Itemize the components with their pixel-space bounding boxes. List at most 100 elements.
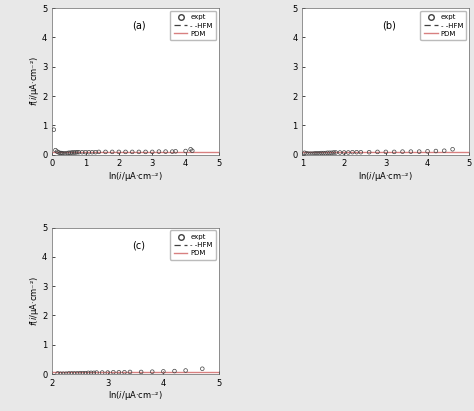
- Point: [65, 370, 73, 377]
- Point: [76, 370, 84, 376]
- Point: [330, 149, 337, 156]
- Point: [172, 148, 179, 155]
- Point: [424, 148, 431, 155]
- Point: [155, 148, 163, 155]
- Point: [75, 149, 82, 155]
- Point: [59, 150, 67, 157]
- Point: [135, 149, 143, 155]
- Point: [57, 150, 64, 156]
- Point: [328, 150, 336, 156]
- Point: [374, 149, 381, 155]
- Point: [92, 149, 100, 155]
- Point: [71, 370, 78, 377]
- Point: [382, 149, 390, 155]
- Point: [399, 148, 406, 155]
- Point: [182, 367, 190, 374]
- Point: [357, 149, 365, 155]
- Point: [67, 150, 74, 156]
- Point: [99, 369, 106, 376]
- Point: [50, 126, 58, 133]
- Legend: expt, - -HFM, PDM: expt, - -HFM, PDM: [170, 11, 216, 40]
- Point: [87, 369, 95, 376]
- Point: [305, 150, 312, 157]
- Point: [326, 150, 333, 156]
- Point: [62, 370, 70, 377]
- Point: [199, 365, 206, 372]
- Point: [142, 149, 149, 155]
- Point: [104, 369, 111, 376]
- Point: [391, 149, 398, 155]
- Point: [332, 149, 339, 156]
- Point: [307, 150, 315, 157]
- Point: [115, 149, 123, 155]
- Point: [440, 148, 448, 154]
- Point: [187, 146, 194, 152]
- Point: [182, 148, 190, 154]
- Point: [57, 370, 64, 377]
- Point: [58, 150, 65, 156]
- Point: [54, 148, 61, 155]
- Point: [311, 150, 319, 157]
- Point: [78, 149, 86, 155]
- Text: (c): (c): [132, 240, 146, 250]
- Point: [93, 369, 100, 376]
- Point: [340, 149, 348, 156]
- Point: [313, 150, 321, 157]
- Point: [85, 149, 92, 155]
- Legend: expt, - -HFM, PDM: expt, - -HFM, PDM: [170, 231, 216, 260]
- Point: [88, 149, 96, 155]
- Y-axis label: $f$($i$/μA·cm⁻²): $f$($i$/μA·cm⁻²): [27, 276, 40, 326]
- Point: [160, 368, 167, 375]
- Point: [318, 150, 325, 156]
- Point: [121, 369, 128, 376]
- Point: [55, 149, 63, 156]
- Point: [171, 368, 178, 374]
- Point: [115, 369, 123, 376]
- Point: [68, 149, 76, 156]
- Y-axis label: $f$($i$/μA·cm⁻²): $f$($i$/μA·cm⁻²): [27, 56, 40, 106]
- Point: [432, 148, 440, 154]
- Point: [79, 370, 87, 376]
- Point: [319, 150, 327, 156]
- Point: [73, 370, 81, 377]
- Point: [345, 149, 352, 156]
- Point: [365, 149, 373, 155]
- Point: [449, 146, 456, 152]
- Point: [407, 148, 415, 155]
- Point: [73, 149, 81, 155]
- Point: [189, 148, 196, 154]
- Point: [162, 148, 169, 155]
- Point: [90, 369, 98, 376]
- Point: [54, 370, 62, 377]
- Point: [301, 150, 308, 156]
- Point: [126, 369, 134, 375]
- Point: [82, 149, 89, 155]
- Point: [128, 149, 136, 155]
- Point: [324, 150, 331, 156]
- Point: [315, 150, 323, 157]
- Point: [109, 369, 117, 376]
- Point: [415, 148, 423, 155]
- Point: [68, 370, 75, 377]
- Point: [109, 149, 116, 155]
- Point: [61, 150, 69, 157]
- Text: (b): (b): [382, 21, 396, 31]
- Point: [148, 149, 156, 155]
- Point: [168, 148, 176, 155]
- Point: [349, 149, 356, 155]
- Point: [321, 150, 329, 156]
- Legend: expt, - -HFM, PDM: expt, - -HFM, PDM: [420, 11, 466, 40]
- Point: [59, 370, 67, 377]
- Point: [82, 370, 89, 376]
- X-axis label: ln($i$/μA·cm⁻²): ln($i$/μA·cm⁻²): [108, 170, 163, 183]
- X-axis label: ln($i$/μA·cm⁻²): ln($i$/μA·cm⁻²): [358, 170, 413, 183]
- Point: [137, 369, 145, 375]
- Point: [336, 149, 344, 156]
- Point: [70, 149, 78, 156]
- Point: [303, 150, 310, 157]
- Point: [84, 369, 92, 376]
- Point: [353, 149, 360, 155]
- Point: [309, 150, 317, 157]
- Point: [95, 149, 103, 155]
- Point: [72, 149, 79, 156]
